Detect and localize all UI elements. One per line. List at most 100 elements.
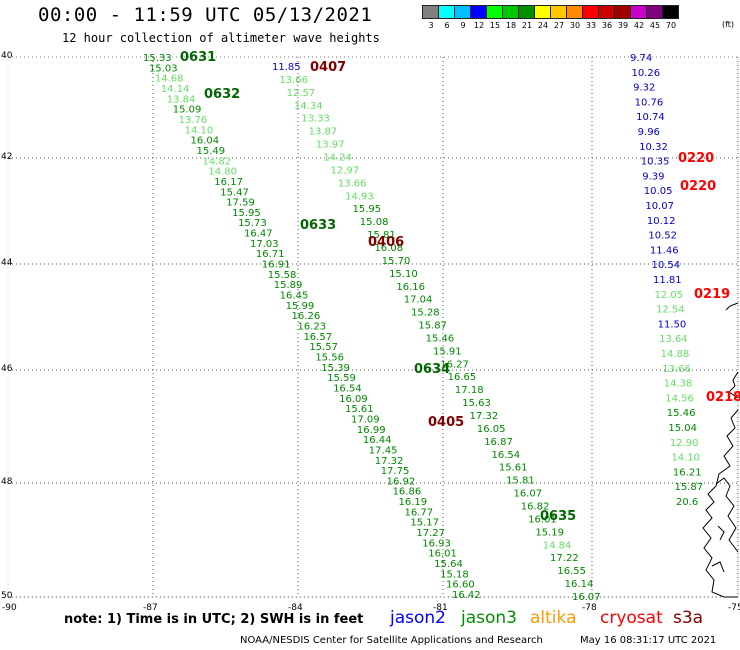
wave-height-value: 14.88 [661, 349, 690, 360]
altimeter-tracks: 15.3315.0314.6814.1413.8415.0913.7614.10… [143, 53, 703, 603]
wave-height-value: 15.03 [149, 63, 178, 74]
colorbar-unit-label: (ft) [722, 20, 735, 29]
wave-height-value: 15.39 [321, 363, 350, 374]
pass-label: 0634 [414, 362, 450, 377]
pass-label: 0218 [706, 390, 740, 405]
wave-height-value: 10.12 [647, 216, 676, 227]
colorbar-label: 21 [521, 21, 533, 30]
lon-label: -81 [433, 603, 448, 613]
lat-label: 48 [1, 477, 13, 487]
wave-height-value: 16.21 [673, 467, 702, 478]
island-outlines [711, 477, 739, 573]
wave-height-value: 10.76 [635, 97, 664, 108]
lat-label: 40 [1, 51, 13, 61]
pass-label: 0407 [310, 60, 346, 75]
pass-label: 0219 [694, 287, 730, 302]
wave-height-value: 14.68 [155, 74, 184, 85]
satellite-legend-jason3: jason3 [461, 608, 517, 628]
wave-height-value: 10.32 [639, 142, 668, 153]
wave-height-value: 10.05 [644, 186, 673, 197]
map-title: 00:00 - 11:59 UTC 05/13/2021 [38, 4, 373, 26]
wave-height-value: 16.82 [521, 502, 550, 513]
wave-height-value: 16.57 [303, 332, 332, 343]
wave-height-value: 14.56 [665, 393, 694, 404]
colorbar-swatch: 39 [614, 5, 631, 30]
wave-height-value: 10.35 [641, 157, 670, 168]
wave-height-value: 16.16 [396, 282, 425, 293]
wave-height-value: 15.63 [462, 398, 491, 409]
wave-height-value: 16.54 [492, 450, 521, 461]
wave-height-value: 15.95 [232, 208, 261, 219]
wave-height-value: 14.24 [323, 152, 352, 163]
wave-height-value: 14.84 [543, 540, 572, 551]
coastline-path [702, 302, 739, 598]
satellite-legend-s3a: s3a [673, 608, 704, 628]
lat-label: 42 [1, 152, 13, 162]
wave-height-value: 15.87 [674, 482, 703, 493]
wave-height-value: 16.92 [387, 476, 416, 487]
wave-height-value: 9.96 [638, 127, 660, 138]
pass-label: 0631 [180, 50, 216, 65]
pass-label: 0405 [428, 415, 464, 430]
wave-height-value: 16.87 [484, 437, 513, 448]
colorbar-swatch: 70 [662, 5, 679, 30]
lon-label: -84 [288, 603, 303, 613]
wave-height-value: 9.74 [630, 53, 652, 64]
wave-height-value: 16.71 [256, 249, 285, 260]
colorbar-label: 6 [444, 21, 450, 30]
colorbar-label: 36 [601, 21, 613, 30]
wave-height-value: 14.93 [345, 191, 374, 202]
wave-height-value: 16.07 [513, 489, 542, 500]
wave-height-value: 15.04 [668, 423, 697, 434]
wave-height-value: 15.19 [535, 527, 564, 538]
wave-height-value: 16.23 [298, 322, 327, 333]
map-subtitle: 12 hour collection of altimeter wave hei… [62, 31, 380, 45]
wave-height-value: 12.57 [287, 88, 316, 99]
wave-height-value: 15.56 [315, 352, 344, 363]
wave-height-value: 10.52 [648, 231, 677, 242]
wave-height-value: 17.03 [250, 239, 279, 250]
wave-height-value: 16.44 [363, 435, 392, 446]
wave-height-value: 16.60 [446, 580, 475, 591]
wave-height-value: 11.85 [272, 62, 301, 73]
coastline [702, 302, 739, 598]
colorbar-label: 24 [537, 21, 549, 30]
wave-height-value: 17.32 [375, 456, 404, 467]
wave-height-value: 17.32 [470, 411, 499, 422]
wave-height-value: 15.59 [327, 373, 356, 384]
colorbar-label: 70 [665, 21, 677, 30]
wave-height-value: 13.87 [309, 127, 338, 138]
satellite-legend-jason2: jason2 [390, 608, 446, 628]
lon-label: -87 [143, 603, 158, 613]
wave-height-value: 17.59 [226, 198, 255, 209]
map-frame [7, 56, 739, 598]
wave-height-value: 13.33 [301, 114, 330, 125]
wave-height-value: 16.07 [572, 592, 601, 603]
wave-height-value: 10.07 [645, 201, 674, 212]
wave-height-value: 14.10 [185, 125, 214, 136]
wave-height-value: 14.82 [202, 156, 231, 167]
lat-lon-grid [7, 56, 739, 598]
pass-label: 0220 [680, 179, 716, 194]
wave-height-value: 10.74 [636, 112, 665, 123]
lat-label: 50 [1, 591, 13, 601]
wave-height-value: 16.77 [404, 507, 433, 518]
wave-height-value: 11.50 [658, 319, 687, 330]
wave-height-value: 13.66 [279, 75, 308, 86]
wave-height-value: 15.81 [506, 476, 535, 487]
wave-height-value: 9.32 [633, 83, 655, 94]
wave-height-value: 16.42 [452, 590, 481, 601]
wave-height-value: 16.91 [262, 260, 291, 271]
wave-height-value: 12.97 [331, 165, 360, 176]
wave-height-value: 15.61 [499, 463, 528, 474]
wave-height-value: 15.18 [440, 569, 469, 580]
colorbar-label: 27 [553, 21, 565, 30]
wave-height-value: 13.84 [167, 94, 196, 105]
pass-label: 0406 [368, 235, 404, 250]
wave-height-value: 15.73 [238, 218, 267, 229]
wave-height-value: 15.10 [389, 269, 418, 280]
wave-height-value: 11.81 [653, 275, 682, 286]
wave-height-value: 17.75 [381, 466, 410, 477]
pass-label: 0635 [540, 509, 576, 524]
